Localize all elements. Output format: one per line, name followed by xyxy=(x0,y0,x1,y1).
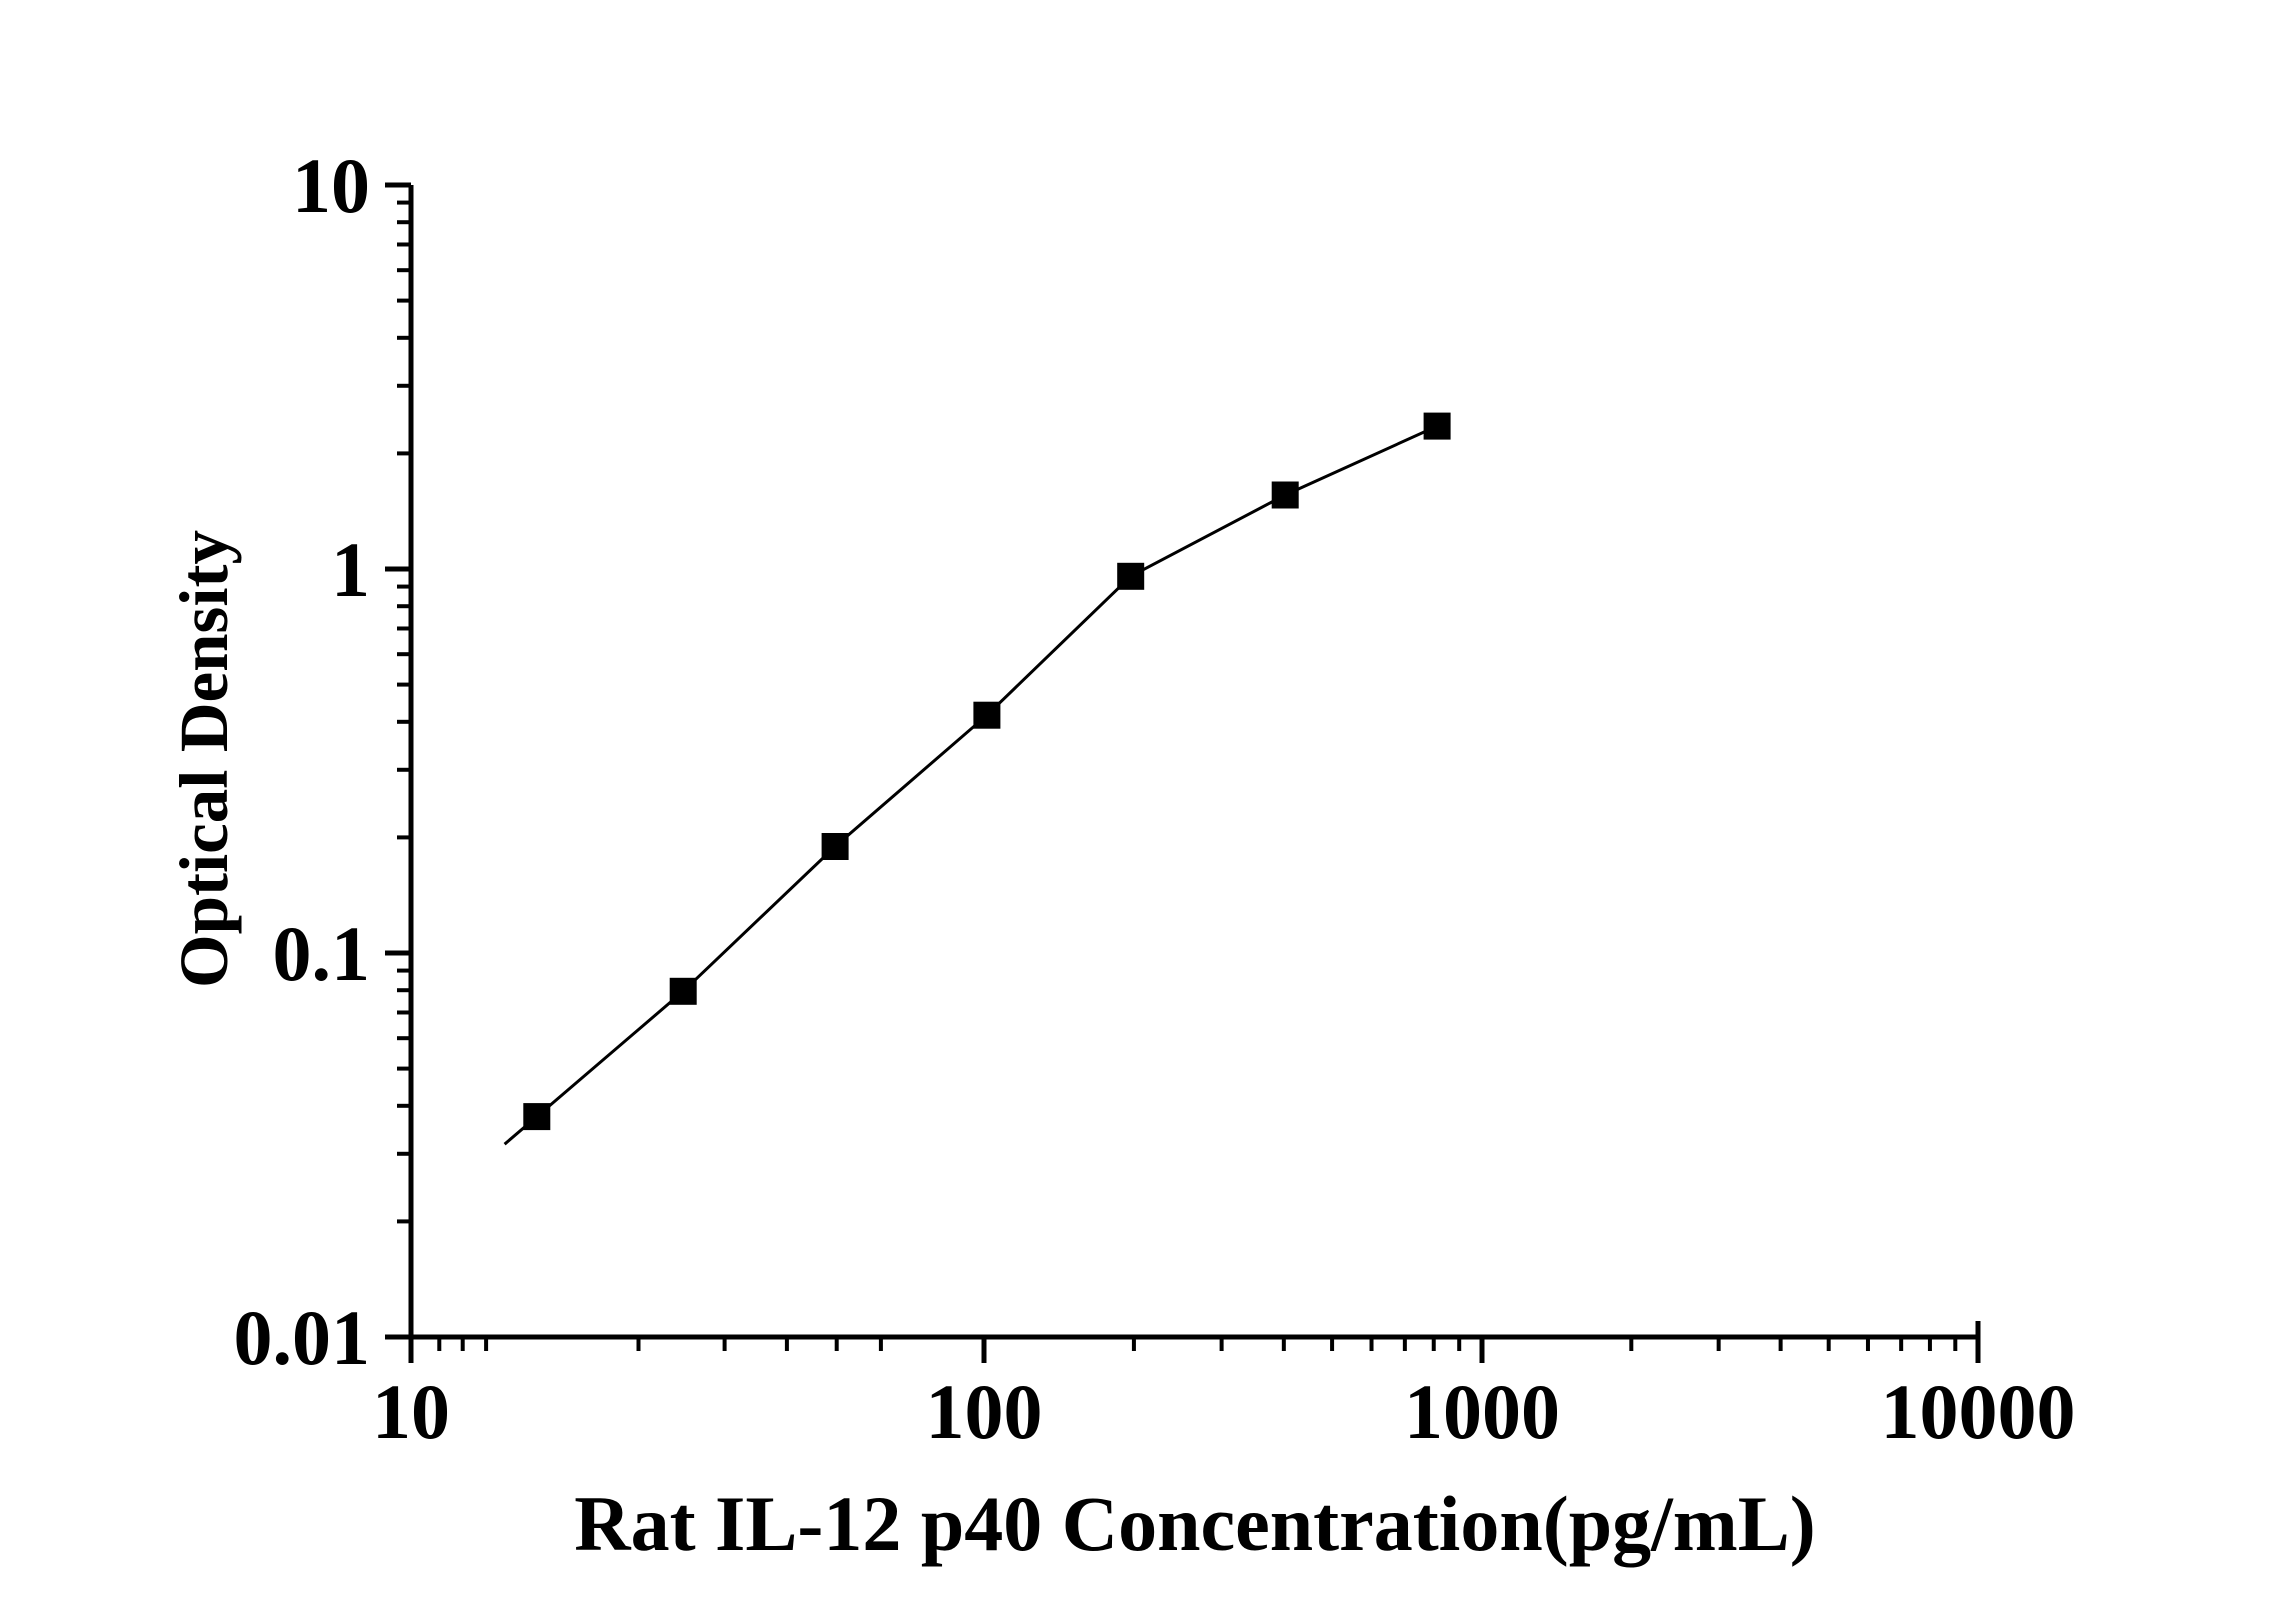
svg-text:Rat IL-12 p40 Concentration(pg: Rat IL-12 p40 Concentration(pg/mL) xyxy=(574,1480,1816,1567)
svg-text:Optical Density: Optical Density xyxy=(166,530,242,988)
svg-text:1: 1 xyxy=(331,526,370,613)
svg-text:1000: 1000 xyxy=(1404,1368,1560,1455)
svg-text:0.1: 0.1 xyxy=(273,910,371,997)
svg-text:100: 100 xyxy=(926,1368,1043,1455)
svg-text:0.01: 0.01 xyxy=(234,1294,371,1381)
svg-text:10: 10 xyxy=(372,1368,450,1455)
svg-text:10: 10 xyxy=(292,142,370,229)
svg-text:10000: 10000 xyxy=(1881,1368,2076,1455)
